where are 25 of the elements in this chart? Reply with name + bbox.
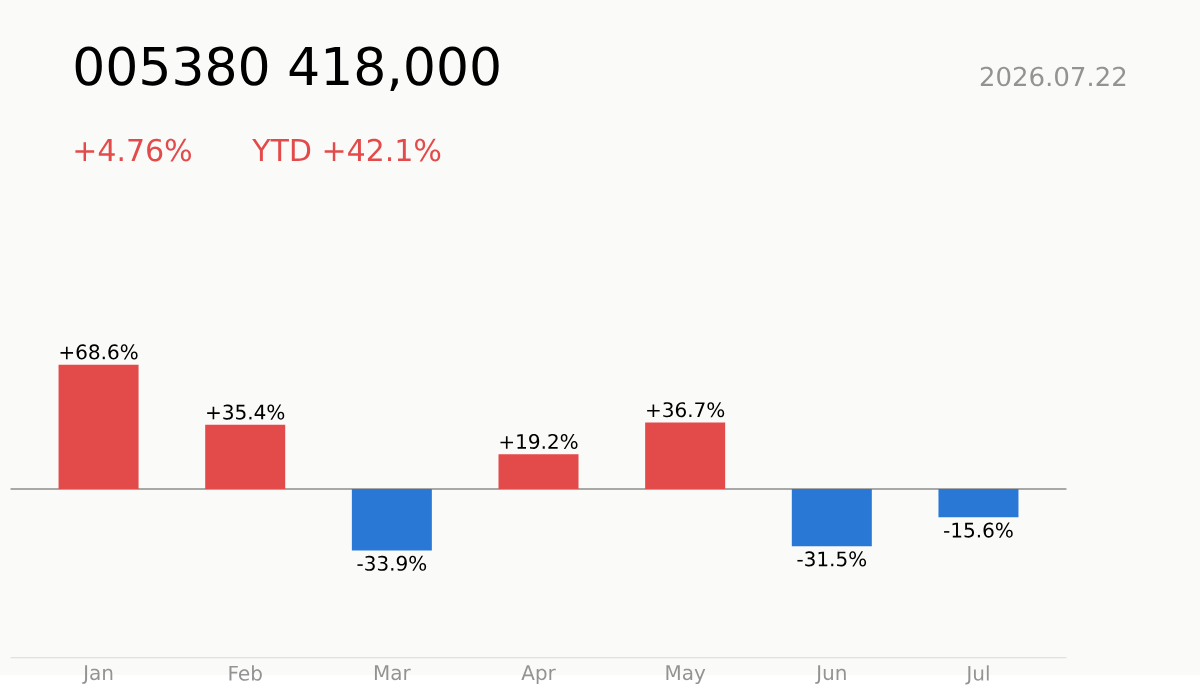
chart-subtitle: +4.76% [75,138,191,162]
x-tick-label: May [666,665,706,685]
data-label: +19.2% [500,433,578,450]
bar [58,364,139,490]
x-tick-label: Jun [815,665,846,684]
x-tick-label: Jul [965,665,989,685]
data-label: -15.6% [944,522,1013,538]
bar [205,424,286,490]
x-tick-label: Feb [229,665,262,681]
data-label: -33.9% [357,555,427,571]
bar [498,454,579,490]
data-label: +68.6% [60,344,138,360]
data-label: +36.7% [647,402,725,418]
x-tick-label: Apr [521,665,556,685]
data-label: +35.4% [207,404,285,420]
x-tick-label: Jan [82,665,113,684]
text: 2026.07.22 [980,66,1126,87]
chart-title: 005380 418,000 [75,46,499,92]
text: YTD +42.1% [252,138,441,162]
bar [938,489,1019,518]
bar [791,489,872,547]
bar [351,489,432,551]
x-tick-label: Mar [374,665,411,681]
bar [645,422,726,490]
data-label: -31.5% [797,551,867,567]
